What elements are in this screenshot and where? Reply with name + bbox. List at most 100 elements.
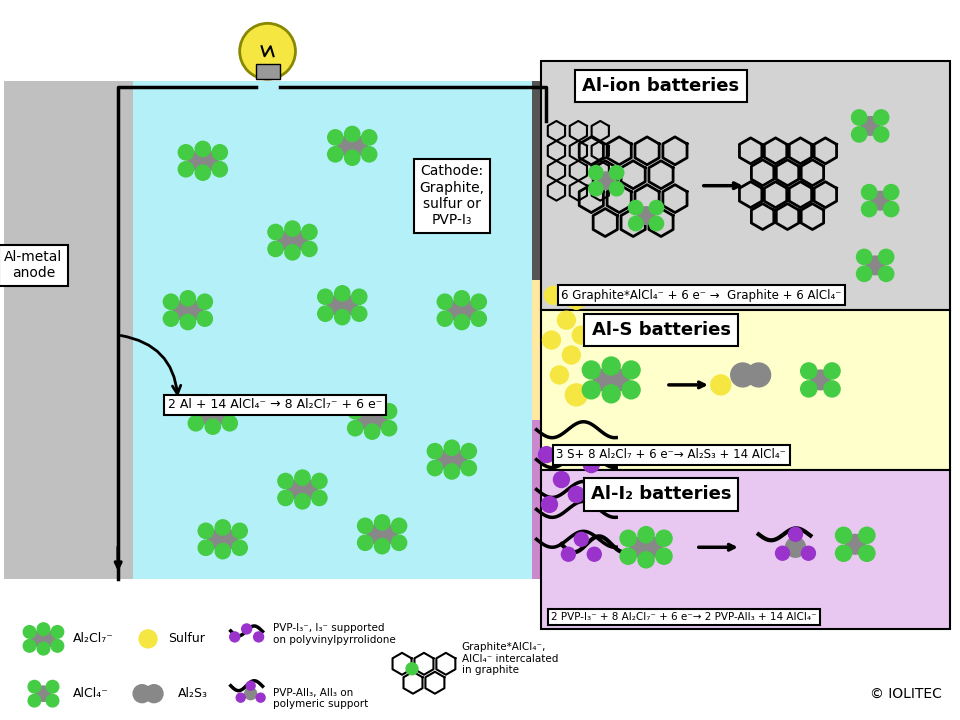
Circle shape bbox=[539, 446, 555, 462]
Bar bbox=[255, 64, 279, 79]
Circle shape bbox=[205, 419, 221, 434]
Circle shape bbox=[874, 110, 889, 125]
Circle shape bbox=[544, 287, 563, 305]
Circle shape bbox=[188, 415, 204, 431]
Circle shape bbox=[215, 544, 230, 559]
Circle shape bbox=[437, 450, 455, 469]
Text: PVP-AlI₃, AlI₃ on
polymeric support: PVP-AlI₃, AlI₃ on polymeric support bbox=[273, 688, 368, 709]
Circle shape bbox=[459, 301, 477, 320]
Circle shape bbox=[461, 461, 476, 476]
Circle shape bbox=[339, 296, 357, 315]
Circle shape bbox=[649, 200, 663, 215]
Circle shape bbox=[327, 147, 343, 162]
Circle shape bbox=[642, 537, 662, 557]
Circle shape bbox=[584, 456, 599, 472]
Circle shape bbox=[810, 370, 830, 390]
Circle shape bbox=[448, 450, 468, 469]
Circle shape bbox=[602, 385, 620, 402]
Circle shape bbox=[285, 221, 300, 236]
Circle shape bbox=[357, 410, 375, 429]
Circle shape bbox=[852, 110, 867, 125]
Circle shape bbox=[558, 311, 575, 329]
Circle shape bbox=[866, 256, 884, 275]
Circle shape bbox=[253, 632, 264, 642]
Circle shape bbox=[856, 249, 872, 264]
Circle shape bbox=[638, 526, 654, 543]
Circle shape bbox=[638, 552, 654, 568]
Bar bbox=[541, 310, 949, 469]
Circle shape bbox=[861, 117, 879, 135]
Circle shape bbox=[788, 527, 803, 541]
Circle shape bbox=[365, 424, 380, 439]
Circle shape bbox=[173, 301, 191, 320]
FancyBboxPatch shape bbox=[133, 81, 532, 579]
Circle shape bbox=[46, 680, 59, 693]
Circle shape bbox=[28, 680, 40, 693]
Circle shape bbox=[31, 631, 46, 647]
Circle shape bbox=[610, 181, 624, 196]
Text: Sulfur: Sulfur bbox=[168, 632, 204, 645]
Circle shape bbox=[835, 527, 852, 544]
Circle shape bbox=[437, 311, 452, 326]
Circle shape bbox=[198, 540, 213, 555]
Circle shape bbox=[232, 540, 248, 555]
Circle shape bbox=[572, 326, 590, 344]
Text: Al-ion batteries: Al-ion batteries bbox=[583, 77, 739, 95]
Circle shape bbox=[212, 145, 228, 160]
Text: Al-S batteries: Al-S batteries bbox=[591, 321, 731, 339]
Circle shape bbox=[852, 127, 867, 142]
Circle shape bbox=[656, 548, 672, 564]
Circle shape bbox=[362, 130, 376, 145]
Circle shape bbox=[392, 518, 407, 534]
Circle shape bbox=[588, 166, 603, 180]
Circle shape bbox=[51, 626, 63, 638]
Circle shape bbox=[232, 523, 248, 539]
Circle shape bbox=[861, 184, 876, 199]
Circle shape bbox=[588, 181, 603, 196]
Circle shape bbox=[437, 294, 452, 310]
Circle shape bbox=[200, 151, 218, 170]
Circle shape bbox=[145, 685, 163, 703]
Text: 6 Graphite*AlCl₄⁻ + 6 e⁻ →  Graphite + 6 AlCl₄⁻: 6 Graphite*AlCl₄⁻ + 6 e⁻ → Graphite + 6 … bbox=[562, 289, 842, 302]
Circle shape bbox=[139, 630, 157, 648]
Circle shape bbox=[629, 217, 643, 230]
Circle shape bbox=[195, 141, 210, 156]
Circle shape bbox=[179, 161, 194, 177]
Circle shape bbox=[835, 545, 852, 562]
Circle shape bbox=[236, 693, 245, 702]
Circle shape bbox=[622, 381, 640, 399]
Circle shape bbox=[608, 369, 629, 391]
Bar bbox=[133, 81, 532, 579]
Circle shape bbox=[878, 266, 894, 282]
Circle shape bbox=[883, 202, 899, 217]
Text: © IOLITEC: © IOLITEC bbox=[870, 687, 942, 701]
Text: Al-metal
anode: Al-metal anode bbox=[5, 251, 62, 281]
Circle shape bbox=[301, 241, 317, 256]
Text: Al₂Cl₇⁻: Al₂Cl₇⁻ bbox=[73, 632, 114, 645]
Circle shape bbox=[859, 545, 875, 562]
Circle shape bbox=[187, 151, 206, 170]
Circle shape bbox=[801, 381, 817, 397]
Text: Graphite*AlCl₄⁻,
AlCl₄⁻ intercalated
in graphite: Graphite*AlCl₄⁻, AlCl₄⁻ intercalated in … bbox=[462, 642, 558, 675]
Circle shape bbox=[351, 289, 367, 305]
Circle shape bbox=[277, 231, 296, 250]
Circle shape bbox=[23, 626, 36, 638]
Circle shape bbox=[622, 361, 640, 379]
Circle shape bbox=[197, 294, 212, 310]
Circle shape bbox=[406, 663, 418, 675]
Circle shape bbox=[553, 472, 569, 487]
Circle shape bbox=[180, 315, 196, 330]
Circle shape bbox=[246, 681, 255, 690]
Circle shape bbox=[163, 311, 179, 326]
Circle shape bbox=[256, 693, 265, 702]
Circle shape bbox=[583, 381, 600, 399]
Circle shape bbox=[602, 357, 620, 375]
Text: PVP-I₃⁻, I₃⁻ supported
on polyvinylpyrrolidone: PVP-I₃⁻, I₃⁻ supported on polyvinylpyrro… bbox=[273, 623, 396, 644]
Circle shape bbox=[418, 202, 433, 217]
Circle shape bbox=[542, 331, 561, 349]
Bar bbox=[541, 61, 949, 310]
Circle shape bbox=[295, 494, 310, 509]
Circle shape bbox=[392, 535, 407, 550]
Circle shape bbox=[593, 369, 615, 391]
Circle shape bbox=[207, 530, 227, 549]
